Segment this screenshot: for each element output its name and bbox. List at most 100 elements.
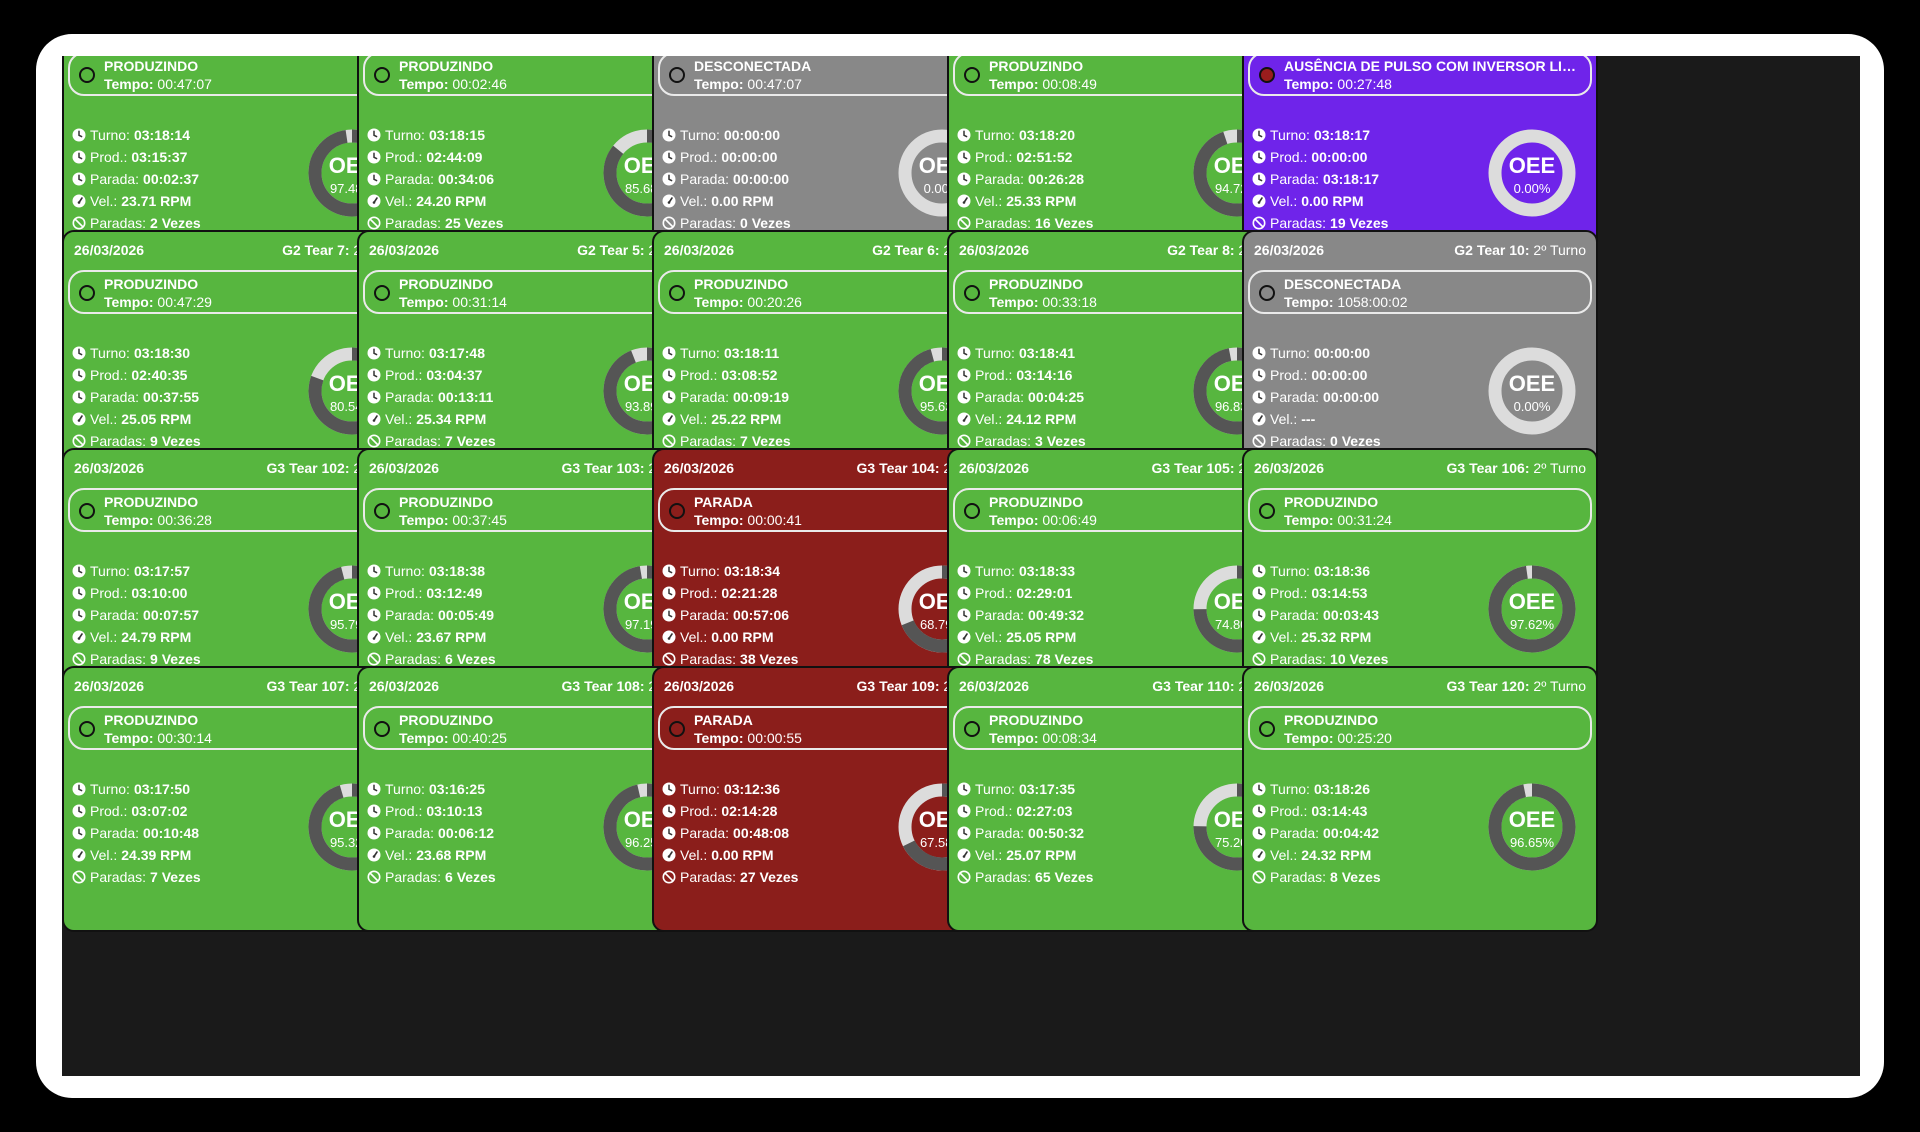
metric-prod: Prod.: 02:40:35 xyxy=(72,364,282,386)
metric-paradas: Paradas: 8 Vezes xyxy=(1252,866,1462,888)
speed-icon xyxy=(662,630,676,644)
metric-paradas: Paradas: 0 Vezes xyxy=(662,212,872,234)
block-icon xyxy=(72,652,86,666)
metric-paradas: Paradas: 6 Vezes xyxy=(367,648,577,670)
card-date: 26/03/2026 xyxy=(369,678,440,694)
card-date: 26/03/2026 xyxy=(1254,678,1325,694)
metric-vel: Vel.: 25.34 RPM xyxy=(367,408,577,430)
machine-card[interactable]: 26/03/2026 G3 Tear 120: 2º Turno PRODUZI… xyxy=(1242,666,1598,932)
metric-vel: Vel.: 0.00 RPM xyxy=(662,190,872,212)
block-icon xyxy=(957,216,971,230)
status-indicator-icon xyxy=(374,285,390,301)
status-indicator-icon xyxy=(374,503,390,519)
metric-vel: Vel.: 0.00 RPM xyxy=(662,844,872,866)
metrics-list: Turno: 03:16:25 Prod.: 03:10:13 Parada: 00:… xyxy=(367,778,577,888)
metric-paradas: Paradas: 7 Vezes xyxy=(662,430,872,452)
clock-icon xyxy=(72,150,86,164)
speed-icon xyxy=(957,630,971,644)
status-label: PARADA xyxy=(694,712,753,728)
block-icon xyxy=(957,652,971,666)
card-machine: G3 Tear 120: 2º Turno xyxy=(1446,678,1587,694)
metric-vel: Vel.: 25.07 RPM xyxy=(957,844,1167,866)
clock-icon xyxy=(662,608,676,622)
metric-paradas: Paradas: 3 Vezes xyxy=(957,430,1167,452)
status-label: PRODUZINDO xyxy=(989,58,1084,74)
status-indicator-icon xyxy=(374,67,390,83)
status-tempo: Tempo: 00:31:14 xyxy=(399,294,507,310)
card-shift: 2º Turno xyxy=(1533,242,1586,258)
status-box: PRODUZINDO Tempo: 00:47:29 xyxy=(68,270,412,314)
status-label: PRODUZINDO xyxy=(104,712,199,728)
status-label: PRODUZINDO xyxy=(1284,712,1379,728)
metric-turno: Turno: 03:18:38 xyxy=(367,560,577,582)
metric-parada: Parada: 00:07:57 xyxy=(72,604,282,626)
clock-icon xyxy=(72,172,86,186)
metric-vel: Vel.: 24.79 RPM xyxy=(72,626,282,648)
metrics-list: Turno: 03:17:35 Prod.: 02:27:03 Parada: 00:… xyxy=(957,778,1167,888)
metric-paradas: Paradas: 16 Vezes xyxy=(957,212,1167,234)
metric-vel: Vel.: 24.32 RPM xyxy=(1252,844,1462,866)
status-box: PRODUZINDO Tempo: 00:20:26 xyxy=(658,270,1002,314)
metric-turno: Turno: 03:18:14 xyxy=(72,124,282,146)
oee-label: OEE xyxy=(1509,807,1555,832)
clock-icon xyxy=(367,564,381,578)
metrics-list: Turno: 03:18:33 Prod.: 02:29:01 Parada: 00:… xyxy=(957,560,1167,670)
oee-gauge: OEE 0.00% xyxy=(1477,336,1587,446)
status-label: PRODUZINDO xyxy=(989,494,1084,510)
status-indicator-icon xyxy=(79,503,95,519)
clock-icon xyxy=(662,172,676,186)
metric-paradas: Paradas: 2 Vezes xyxy=(72,212,282,234)
status-tempo: Tempo: 00:20:26 xyxy=(694,294,802,310)
oee-gauge: OEE 96.65% xyxy=(1477,772,1587,882)
clock-icon xyxy=(957,804,971,818)
metric-parada: Parada: 00:04:42 xyxy=(1252,822,1462,844)
clock-icon xyxy=(367,172,381,186)
clock-icon xyxy=(367,368,381,382)
status-tempo: Tempo: 00:31:24 xyxy=(1284,512,1392,528)
metric-prod: Prod.: 03:10:13 xyxy=(367,800,577,822)
metric-paradas: Paradas: 38 Vezes xyxy=(662,648,872,670)
card-date: 26/03/2026 xyxy=(959,242,1030,258)
metric-parada: Parada: 00:06:12 xyxy=(367,822,577,844)
metrics-list: Turno: 03:18:14 Prod.: 03:15:37 Parada: 00:… xyxy=(72,124,282,234)
clock-icon xyxy=(662,826,676,840)
oee-donut: OEE 0.00% xyxy=(1488,129,1576,217)
card-shift: 2º Turno xyxy=(1533,460,1586,476)
metric-paradas: Paradas: 7 Vezes xyxy=(72,866,282,888)
metric-vel: Vel.: 25.33 RPM xyxy=(957,190,1167,212)
clock-icon xyxy=(957,150,971,164)
metric-parada: Parada: 00:37:55 xyxy=(72,386,282,408)
status-tempo: Tempo: 00:02:46 xyxy=(399,76,507,92)
speed-icon xyxy=(1252,630,1266,644)
speed-icon xyxy=(72,194,86,208)
status-box: PRODUZINDO Tempo: 00:40:25 xyxy=(363,706,707,750)
status-label: PARADA xyxy=(694,494,753,510)
metric-parada: Parada: 00:05:49 xyxy=(367,604,577,626)
clock-icon xyxy=(662,390,676,404)
card-header: 26/03/2026 G3 Tear 106: 2º Turno xyxy=(1254,458,1586,478)
metric-prod: Prod.: 02:44:09 xyxy=(367,146,577,168)
metric-paradas: Paradas: 0 Vezes xyxy=(1252,430,1462,452)
metric-vel: Vel.: 25.32 RPM xyxy=(1252,626,1462,648)
clock-icon xyxy=(662,564,676,578)
metric-prod: Prod.: 00:00:00 xyxy=(1252,364,1462,386)
card-date: 26/03/2026 xyxy=(959,678,1030,694)
status-indicator-icon xyxy=(79,67,95,83)
clock-icon xyxy=(662,804,676,818)
card-date: 26/03/2026 xyxy=(959,460,1030,476)
metric-parada: Parada: 00:04:25 xyxy=(957,386,1167,408)
metric-prod: Prod.: 03:14:43 xyxy=(1252,800,1462,822)
metrics-list: Turno: 00:00:00 Prod.: 00:00:00 Parada: 00:… xyxy=(1252,342,1462,452)
status-box: PRODUZINDO Tempo: 00:06:49 xyxy=(953,488,1297,532)
clock-icon xyxy=(367,150,381,164)
metric-turno: Turno: 03:18:15 xyxy=(367,124,577,146)
oee-center xyxy=(1501,796,1563,858)
clock-icon xyxy=(957,172,971,186)
status-indicator-icon xyxy=(964,721,980,737)
clock-icon xyxy=(1252,172,1266,186)
metric-turno: Turno: 03:18:17 xyxy=(1252,124,1462,146)
clock-icon xyxy=(1252,564,1266,578)
metric-parada: Parada: 00:10:48 xyxy=(72,822,282,844)
oee-label: OEE xyxy=(1509,153,1555,178)
clock-icon xyxy=(662,346,676,360)
